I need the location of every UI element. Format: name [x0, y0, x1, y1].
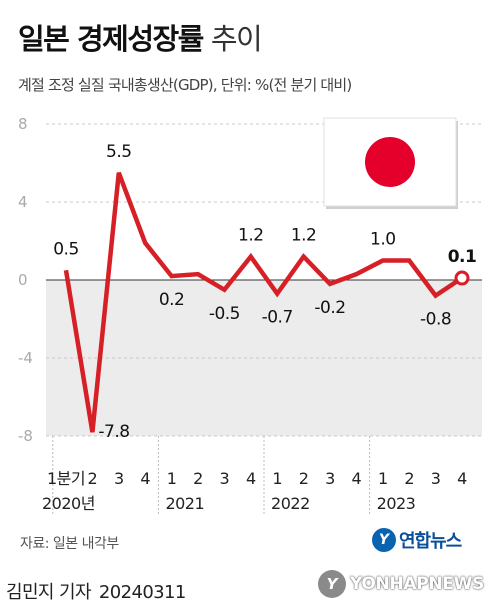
year-label: 2021	[165, 494, 204, 513]
yonhap-logo: Y 연합뉴스	[372, 527, 462, 553]
x-tick-label: 4	[140, 469, 150, 488]
source-note: 자료: 일본 내각부	[20, 536, 119, 552]
x-tick-label: 2	[88, 469, 98, 488]
year-label: 2020년	[42, 494, 95, 513]
data-label: 1.2	[238, 226, 264, 246]
publish-date: 20240311	[98, 582, 186, 603]
x-tick-label: 3	[431, 469, 441, 488]
x-tick-label: 3	[325, 469, 335, 488]
yonhap-logo-text: 연합뉴스	[399, 531, 462, 552]
data-label: 1.2	[291, 226, 317, 246]
reporter-name: 김민지 기자	[6, 582, 92, 603]
x-tick-label: 2	[404, 469, 414, 488]
data-label: 1.0	[370, 230, 396, 250]
data-label: 5.5	[106, 142, 132, 162]
x-tick-label: 1	[272, 469, 282, 488]
data-point-marker	[454, 270, 470, 286]
yonhap-logo-icon: Y	[372, 528, 396, 552]
data-label: -0.8	[420, 310, 451, 330]
watermark-text: YONHAPNEWS	[350, 574, 485, 594]
x-tick-label: 2	[193, 469, 203, 488]
x-tick-label: 3	[220, 469, 230, 488]
japan-flag-circle	[365, 137, 415, 187]
footer-credit: 김민지 기자 20240311	[6, 578, 186, 604]
watermark-icon: Y	[318, 570, 346, 598]
title-bold: 일본 경제성장률	[18, 22, 204, 56]
x-tick-label: 3	[114, 469, 124, 488]
y-tick-label: 8	[18, 115, 28, 133]
x-tick-label: 4	[457, 469, 467, 488]
yonhapnews-watermark: Y YONHAPNEWS	[318, 570, 484, 598]
x-tick-label: 1분기	[47, 469, 85, 488]
title-light: 추이	[210, 22, 263, 56]
x-tick-label: 2	[299, 469, 309, 488]
year-label: 2023	[377, 494, 416, 513]
chart-subtitle: 계절 조정 실질 국내총생산(GDP), 단위: %(전 분기 대비)	[18, 76, 352, 94]
year-label: 2022	[271, 494, 310, 513]
data-label: -0.7	[262, 308, 293, 328]
y-tick-label: -4	[18, 349, 33, 367]
data-label: -7.8	[98, 422, 129, 442]
y-tick-label: 0	[18, 271, 28, 289]
series-line	[63, 171, 464, 433]
x-tick-label: 4	[352, 469, 362, 488]
data-label: 0.5	[53, 239, 79, 259]
y-tick-label: -8	[18, 427, 33, 445]
chart-title: 일본 경제성장률 추이	[18, 16, 263, 58]
gdp-line-chart: -8 -4 0 4 8 0.5 -7.8 5.5 0.2 -0.5 1.2 -0.7 1.2 -0.2 1.…	[18, 115, 482, 514]
data-label: -0.2	[314, 298, 345, 318]
x-tick-label: 1	[167, 469, 177, 488]
x-tick-label: 4	[246, 469, 256, 488]
data-label: -0.5	[209, 304, 240, 324]
y-tick-label: 4	[18, 193, 28, 211]
data-label: 0.1	[448, 247, 477, 267]
x-tick-label: 1	[378, 469, 388, 488]
data-label: 0.2	[159, 290, 185, 310]
